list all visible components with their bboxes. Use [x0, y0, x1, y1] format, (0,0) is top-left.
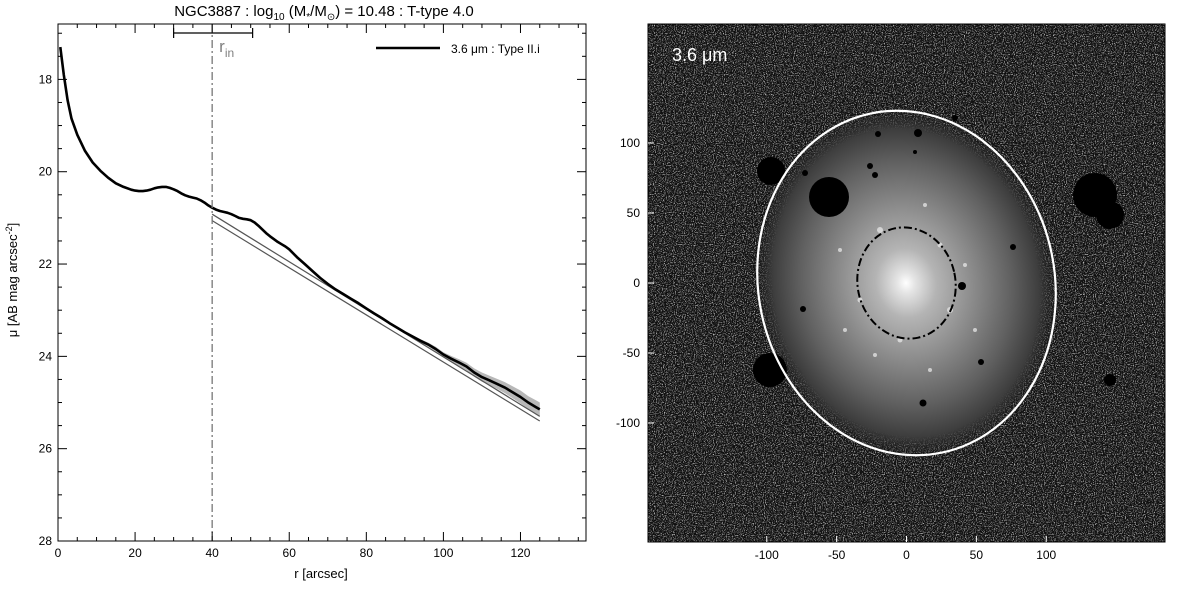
- title-mass-mid: /M: [310, 3, 327, 20]
- profile-axes: 0 20 40 60 80 100 120 18 20 22 24 26 28: [39, 23, 587, 560]
- y-tick-label: 28: [39, 534, 53, 548]
- rin-label-main: r: [219, 37, 225, 56]
- image-x-tick-label: 100: [1036, 548, 1056, 562]
- image-overlay: [756, 109, 1057, 457]
- rin-label: rin: [219, 37, 234, 60]
- image-y-tick-label: 50: [627, 206, 641, 220]
- y-tick-label: 24: [39, 349, 53, 363]
- image-y-tick-label: 100: [620, 136, 640, 150]
- y-axis-label-main: μ [AB mag arcsec: [5, 234, 20, 337]
- title-rest: ) = 10.48 : T-type 4.0: [335, 3, 474, 20]
- image-x-tick-label: -50: [828, 548, 846, 562]
- x-tick-label: 40: [205, 546, 219, 560]
- legend: 3.6 μm : Type II.i: [376, 42, 540, 56]
- image-y-tick-label: 0: [633, 276, 640, 290]
- title-mass-sub2: ⊙: [327, 12, 335, 23]
- chart-title: NGC3887 : log10 (M*/M⊙) = 10.48 : T-type…: [174, 3, 474, 23]
- galaxy-image-panel: 3.6 μm -100 -50 0 50 100 100 50 0 -50 -100: [616, 23, 1166, 562]
- image-x-tick-label: -100: [755, 548, 779, 562]
- masked-stars: [753, 115, 1124, 407]
- plot-frame: [57, 23, 587, 542]
- y-tick-label: 20: [39, 165, 53, 179]
- title-mass-sub1: *: [306, 12, 310, 23]
- y-axis-label: μ [AB mag arcsec-2]: [4, 223, 20, 338]
- title-log: log: [253, 3, 273, 20]
- legend-label: 3.6 μm : Type II.i: [451, 42, 540, 56]
- image-y-tick-label: -50: [623, 346, 641, 360]
- band-label: 3.6 μm: [672, 45, 727, 65]
- x-axis-label: r [arcsec]: [294, 566, 347, 581]
- title-log-sub: 10: [273, 12, 285, 23]
- y-axis-label-sup: -2: [4, 226, 14, 234]
- y-tick-label: 18: [39, 72, 53, 86]
- profile-series: [59, 46, 541, 422]
- x-tick-label: 80: [360, 546, 374, 560]
- image-y-tick-label: -100: [616, 416, 640, 430]
- fit-line-2: [211, 220, 541, 422]
- outer-isophote-ellipse: [756, 109, 1057, 457]
- inner-break-ellipse: [856, 226, 957, 340]
- y-tick-label: 22: [39, 257, 53, 271]
- profile-line: [59, 46, 541, 411]
- title-mass: (M: [285, 3, 307, 20]
- profile-chart: NGC3887 : log10 (M*/M⊙) = 10.48 : T-type…: [4, 3, 587, 581]
- rin-label-sub: in: [225, 46, 234, 60]
- image-x-tick-label: 50: [970, 548, 984, 562]
- title-galaxy: NGC3887: [174, 3, 241, 20]
- image-axes: -100 -50 0 50 100 100 50 0 -50 -100: [616, 136, 1057, 562]
- image-x-tick-label: 0: [903, 548, 910, 562]
- x-tick-label: 60: [283, 546, 297, 560]
- x-tick-label: 120: [510, 546, 530, 560]
- x-tick-label: 0: [55, 546, 62, 560]
- x-tick-label: 100: [433, 546, 453, 560]
- y-axis-label-end: ]: [5, 223, 20, 227]
- x-tick-label: 20: [128, 546, 142, 560]
- y-tick-label: 26: [39, 442, 53, 456]
